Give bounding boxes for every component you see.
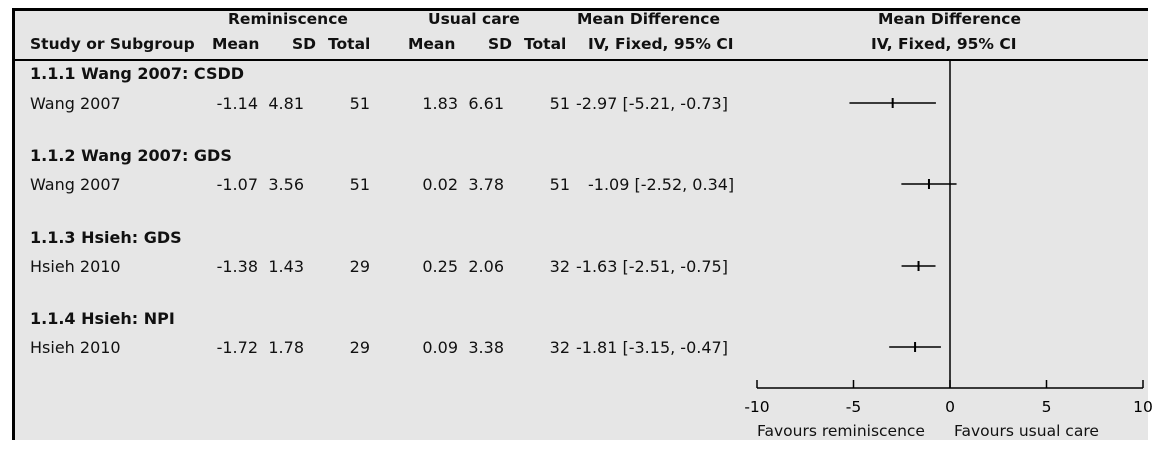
mean1-cell: -1.07 [216, 175, 258, 194]
study-name: Wang 2007 [30, 94, 121, 113]
header-plot-top: Mean Difference [878, 10, 1021, 28]
study-name: Hsieh 2010 [30, 338, 121, 357]
header-group2: Usual care [428, 10, 520, 28]
x-tick-label: -5 [846, 398, 861, 416]
total1-cell: 29 [349, 338, 370, 357]
sd2-cell: 2.06 [468, 257, 504, 276]
header-divider [12, 59, 1148, 61]
header-mean2: Mean [408, 35, 456, 53]
header-mean1: Mean [212, 35, 260, 53]
effect-ci-cell: -1.81 [-3.15, -0.47] [576, 338, 728, 357]
x-tick-label: -10 [744, 398, 769, 416]
x-tick-label: 5 [1042, 398, 1052, 416]
header-study: Study or Subgroup [30, 35, 195, 53]
sd1-cell: 3.56 [268, 175, 304, 194]
mean2-cell: 0.02 [422, 175, 458, 194]
total1-cell: 51 [349, 175, 370, 194]
sd2-cell: 3.38 [468, 338, 504, 357]
favours-right-label: Favours usual care [954, 422, 1099, 440]
mean1-cell: -1.72 [216, 338, 258, 357]
sd2-cell: 6.61 [468, 94, 504, 113]
x-tick-label: 0 [945, 398, 955, 416]
total2-cell: 51 [549, 94, 570, 113]
header-sd1: SD [292, 35, 317, 53]
sd1-cell: 4.81 [268, 94, 304, 113]
header-group1: Reminiscence [228, 10, 348, 28]
subgroup-label: 1.1.3 Hsieh: GDS [30, 228, 182, 247]
sd2-cell: 3.78 [468, 175, 504, 194]
forest-plot-panel [12, 8, 1148, 440]
header-plot-bottom: IV, Fixed, 95% CI [871, 35, 1017, 53]
subgroup-label: 1.1.4 Hsieh: NPI [30, 309, 175, 328]
sd1-cell: 1.78 [268, 338, 304, 357]
total2-cell: 51 [549, 175, 570, 194]
x-tick-label: 10 [1133, 398, 1152, 416]
total1-cell: 51 [349, 94, 370, 113]
mean2-cell: 0.25 [422, 257, 458, 276]
study-name: Hsieh 2010 [30, 257, 121, 276]
header-sd2: SD [488, 35, 513, 53]
total2-cell: 32 [549, 257, 570, 276]
mean1-cell: -1.38 [216, 257, 258, 276]
effect-ci-cell: -2.97 [-5.21, -0.73] [576, 94, 728, 113]
total1-cell: 29 [349, 257, 370, 276]
study-name: Wang 2007 [30, 175, 121, 194]
header-total2: Total [524, 35, 567, 53]
effect-ci-cell: -1.09 [-2.52, 0.34] [588, 175, 735, 194]
header-effect-bottom: IV, Fixed, 95% CI [588, 35, 734, 53]
subgroup-label: 1.1.2 Wang 2007: GDS [30, 146, 232, 165]
total2-cell: 32 [549, 338, 570, 357]
mean1-cell: -1.14 [216, 94, 258, 113]
mean2-cell: 1.83 [422, 94, 458, 113]
subgroup-label: 1.1.1 Wang 2007: CSDD [30, 64, 245, 83]
mean2-cell: 0.09 [422, 338, 458, 357]
effect-ci-cell: -1.63 [-2.51, -0.75] [576, 257, 728, 276]
favours-left-label: Favours reminiscence [757, 422, 925, 440]
header-total1: Total [328, 35, 371, 53]
sd1-cell: 1.43 [268, 257, 304, 276]
header-effect-top: Mean Difference [577, 10, 720, 28]
